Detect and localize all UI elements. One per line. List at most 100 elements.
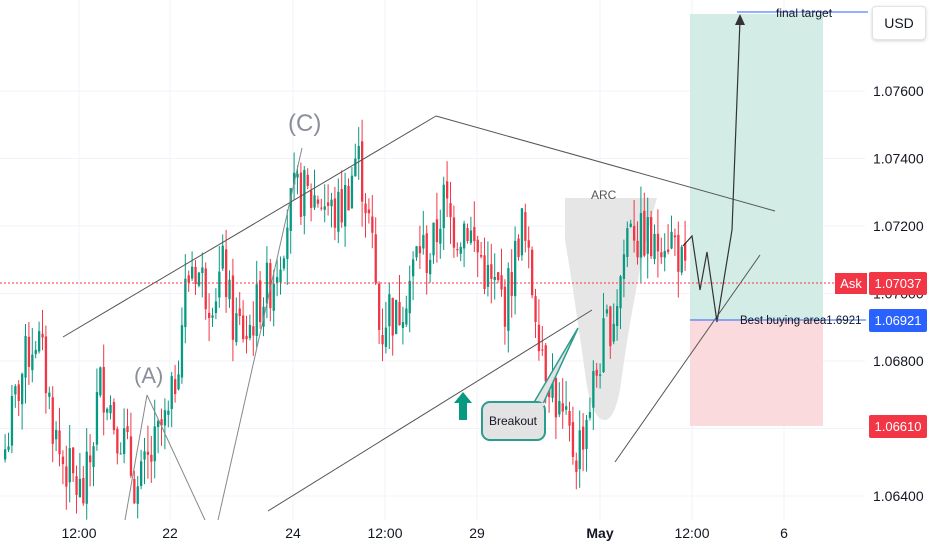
- candle: [218, 246, 221, 308]
- candle: [609, 305, 612, 359]
- candle: [425, 225, 428, 295]
- candle: [633, 199, 636, 253]
- candle: [129, 412, 133, 479]
- candle: [378, 281, 381, 344]
- candle: [85, 428, 88, 520]
- breakout-callout-box: [481, 401, 546, 441]
- candle: [361, 119, 364, 227]
- candle: [276, 259, 279, 297]
- candle: [374, 217, 377, 286]
- candle: [677, 221, 680, 298]
- best-buying-area-label: Best buying area1.6921: [740, 315, 861, 327]
- candle: [51, 386, 54, 463]
- candle: [673, 228, 677, 256]
- x-tick-label: 12:00: [61, 525, 96, 541]
- candle: [595, 362, 598, 388]
- candle: [14, 384, 17, 408]
- wave-c-line: [217, 147, 303, 521]
- candle: [636, 221, 639, 265]
- candle: [415, 245, 418, 261]
- candle: [401, 306, 405, 345]
- candle: [109, 395, 112, 420]
- candle: [102, 344, 105, 436]
- channel-upper-left: [62, 115, 437, 338]
- candle: [248, 314, 252, 341]
- wave-a-label: (A): [134, 363, 163, 388]
- y-tick-label: 1.07200: [873, 218, 924, 234]
- candle: [296, 165, 299, 195]
- candle: [177, 360, 180, 391]
- candle: [684, 220, 687, 271]
- candle: [231, 258, 235, 362]
- candle: [656, 209, 660, 278]
- candle: [180, 307, 184, 384]
- candle: [391, 297, 394, 356]
- candle: [503, 279, 507, 345]
- candle: [364, 193, 367, 238]
- currency-selector[interactable]: USD: [872, 6, 926, 40]
- candle: [439, 209, 442, 259]
- candle: [466, 223, 469, 244]
- candle: [435, 192, 439, 263]
- candle: [10, 384, 14, 454]
- candle: [133, 470, 136, 505]
- candle: [408, 265, 411, 333]
- candle: [194, 260, 197, 295]
- breakout-label: Breakout: [489, 414, 538, 428]
- candle: [582, 413, 585, 472]
- candle: [221, 234, 224, 271]
- candle: [449, 181, 452, 244]
- candle: [27, 321, 31, 386]
- candle: [371, 195, 374, 249]
- arc-label: ARC: [591, 188, 617, 202]
- stop-price: 1.06610: [875, 419, 922, 434]
- candle: [150, 435, 153, 483]
- candle: [626, 221, 629, 268]
- candle: [585, 414, 588, 472]
- candle: [422, 210, 425, 255]
- candle: [106, 407, 109, 421]
- candle: [89, 434, 92, 487]
- candle: [55, 421, 58, 452]
- candle: [432, 222, 435, 264]
- candle: [211, 307, 214, 328]
- candle: [157, 418, 160, 454]
- candle: [619, 275, 622, 329]
- candle: [92, 442, 95, 487]
- candle: [116, 426, 119, 465]
- candle: [643, 192, 646, 258]
- candle: [650, 210, 653, 259]
- candle: [612, 303, 615, 345]
- candle: [174, 364, 177, 403]
- candle: [469, 216, 473, 245]
- ask-price: 1.07037: [875, 276, 922, 291]
- candle: [299, 162, 303, 225]
- candle: [347, 178, 350, 211]
- candle: [629, 219, 632, 228]
- candle: [510, 249, 513, 318]
- entry-badge: 1.06921: [869, 309, 927, 332]
- candle: [554, 366, 558, 440]
- candle: [480, 241, 483, 259]
- candle: [605, 304, 609, 317]
- candle: [78, 453, 82, 498]
- candle: [252, 301, 255, 356]
- candle: [112, 398, 116, 435]
- final-target-label: final target: [776, 6, 833, 20]
- candle: [388, 283, 391, 349]
- candle: [456, 242, 459, 257]
- up-arrow-icon: [454, 392, 472, 420]
- candle: [486, 241, 490, 297]
- candle: [442, 176, 445, 251]
- candle: [95, 368, 99, 451]
- candle: [208, 293, 211, 342]
- candle: [344, 172, 347, 247]
- candle: [272, 269, 275, 327]
- y-tick-label: 1.07600: [873, 83, 924, 99]
- candle: [517, 234, 520, 261]
- candle: [575, 452, 578, 490]
- candle: [330, 192, 333, 228]
- candle: [367, 198, 371, 224]
- candle: [622, 239, 626, 298]
